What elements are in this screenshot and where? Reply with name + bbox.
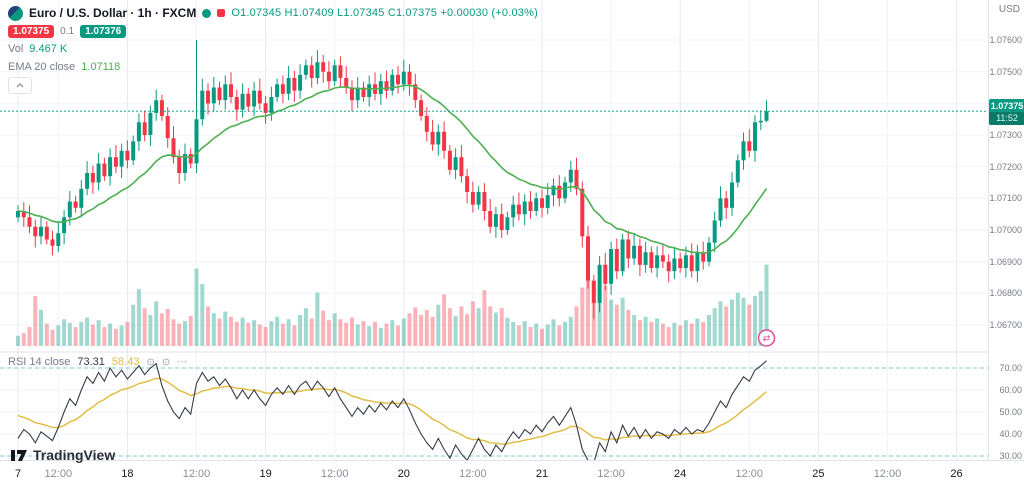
tradingview-logo-text: TradingView — [33, 447, 116, 463]
volume-legend-row[interactable]: Vol 9.467 K — [8, 40, 538, 58]
bid-badge[interactable]: 1.07375 — [8, 24, 55, 38]
price-axis-label: 1.07100 — [989, 193, 1022, 204]
price-axis-label: 1.06800 — [989, 288, 1022, 299]
chevron-up-icon — [16, 82, 24, 87]
price-axis-label: 1.06700 — [989, 320, 1022, 330]
time-axis-label: 18 — [121, 468, 134, 480]
volume-value: 9.467 K — [29, 43, 68, 55]
rsi-axis-label: 40.00 — [999, 429, 1022, 439]
price-axis[interactable]: USD 1.076001.075001.074001.073001.072001… — [988, 0, 1024, 461]
time-axis-label: 12:00 — [597, 468, 625, 480]
time-axis-label: 24 — [674, 468, 687, 480]
time-axis-label: 19 — [259, 468, 272, 480]
current-price-value: 1.07375 — [989, 99, 1024, 113]
price-axis-label: 1.07600 — [989, 35, 1022, 45]
bar-countdown: 11:52 — [989, 112, 1024, 126]
price-axis-label: 1.07000 — [989, 225, 1022, 235]
symbol-legend-row[interactable]: Euro / U.S. Dollar · 1h · FXCM O1.07345 … — [8, 4, 538, 22]
price-axis-label: 1.07300 — [989, 130, 1022, 140]
current-price-badge: 1.07375 11:52 — [989, 99, 1024, 126]
time-axis-label: 21 — [535, 468, 549, 480]
time-axis-label: 12:00 — [44, 468, 73, 480]
symbol-title[interactable]: Euro / U.S. Dollar · 1h · FXCM — [29, 6, 197, 20]
more-options-icon[interactable]: ⋯ — [177, 356, 188, 368]
ask-badge[interactable]: 1.07376 — [80, 24, 127, 38]
eye-icon[interactable]: ⊙ — [146, 356, 155, 368]
ema-value: 1.07118 — [81, 61, 121, 73]
tradingview-logo[interactable]: TradingView — [10, 447, 115, 463]
time-axis-label: 12:00 — [459, 468, 487, 480]
currency-label[interactable]: USD — [998, 4, 1020, 15]
time-axis-label: 12:00 — [735, 468, 764, 480]
svg-text:⇄: ⇄ — [763, 333, 771, 343]
ema-label: EMA 20 close — [8, 61, 76, 73]
rsi-axis-label: 30.00 — [999, 451, 1022, 461]
spread-value: 0.1 — [60, 25, 75, 37]
rsi-signal-value: 58.43 — [111, 356, 140, 368]
tradingview-logo-icon — [11, 450, 27, 461]
time-axis-label: 20 — [397, 468, 410, 480]
price-axis-label: 1.06900 — [989, 256, 1022, 267]
ema-legend-row[interactable]: EMA 20 close 1.07118 — [8, 58, 538, 76]
rsi-value: 73.31 — [77, 356, 105, 368]
time-axis-label: 7 — [14, 468, 22, 480]
time-axis-label: 12:00 — [182, 468, 211, 480]
rsi-axis-label: 70.00 — [999, 363, 1022, 373]
price-axis-label: 1.07500 — [989, 66, 1022, 77]
rsi-axis-label: 50.00 — [999, 407, 1022, 417]
settings-icon[interactable]: ⊙ — [161, 356, 171, 368]
symbol-logo-icon — [8, 5, 23, 21]
time-axis-label: 25 — [812, 468, 825, 480]
time-axis[interactable]: 7 12:00 18 12:00 19 12:00 20 12:00 21 12:00 24 12:0… — [0, 460, 1024, 488]
chart-legend: Euro / U.S. Dollar · 1h · FXCM O1.07345 … — [8, 4, 538, 94]
bid-ask-row: 1.07375 0.1 1.07376 — [8, 22, 538, 40]
volume-label: Vol — [8, 43, 24, 55]
price-axis-label: 1.07200 — [989, 161, 1022, 172]
rsi-axis-label: 60.00 — [999, 385, 1022, 395]
series-square-icon[interactable] — [217, 9, 226, 17]
series-dot-icon[interactable] — [202, 8, 212, 18]
rsi-legend-row[interactable]: RSI 14 close 73.31 58.43 ⊙ ⊙ ⋯ — [8, 354, 187, 370]
time-axis-label: 26 — [950, 468, 963, 480]
chart-canvas[interactable]: ⇄ — [0, 0, 988, 470]
time-axis-label: 12:00 — [873, 468, 902, 480]
ohlc-values: O1.07345 H1.07409 L1.07345 C1.07375 +0.0… — [231, 7, 538, 19]
rsi-label: RSI 14 close — [8, 356, 71, 368]
time-axis-label: 12:00 — [320, 468, 349, 480]
collapse-legend-button[interactable] — [8, 76, 32, 94]
